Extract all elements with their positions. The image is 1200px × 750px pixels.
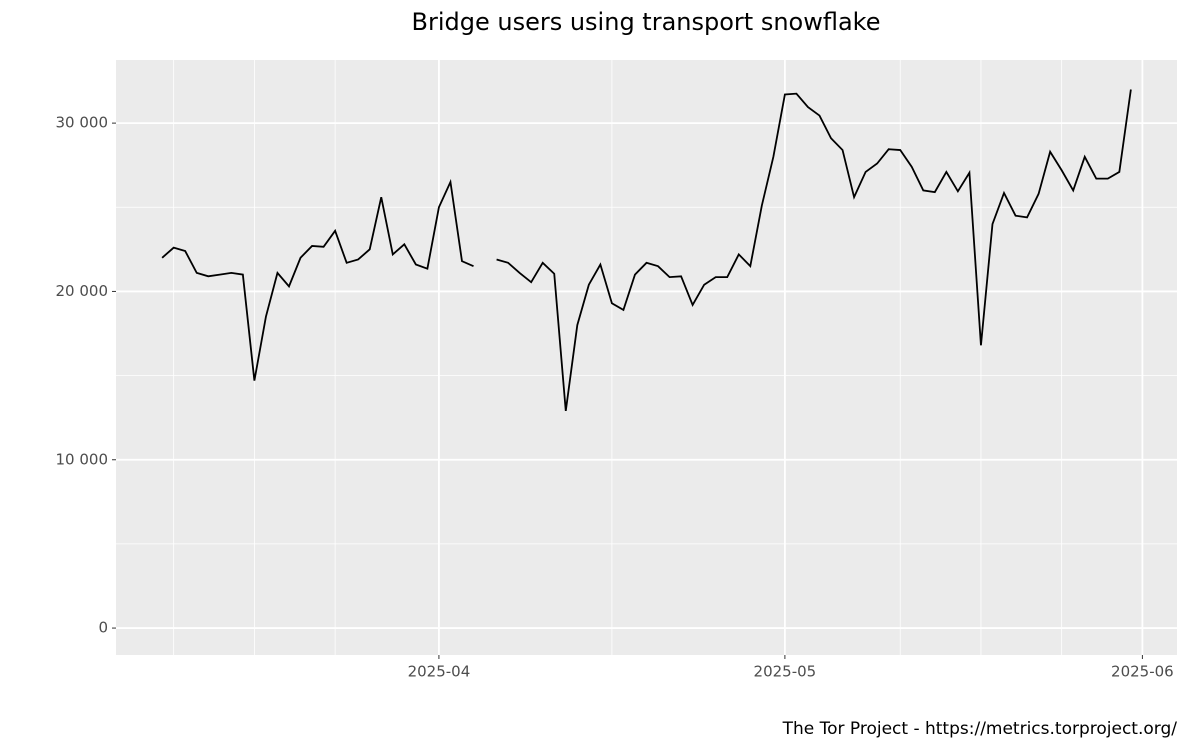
y-tick-label: 30 000 — [56, 114, 109, 132]
chart-title: Bridge users using transport snowflake — [412, 8, 881, 36]
y-tick-label: 0 — [98, 619, 108, 637]
line — [161, 89, 1132, 412]
y-tick-label: 10 000 — [56, 450, 109, 468]
x-tick-label: 2025-05 — [754, 663, 817, 681]
caption: The Tor Project - https://metrics.torpro… — [782, 719, 1178, 739]
panel — [116, 60, 1177, 655]
x-tick-label: 2025-06 — [1111, 663, 1174, 681]
y-tick-label: 20 000 — [56, 282, 109, 300]
x-tick-label: 2025-04 — [408, 663, 471, 681]
